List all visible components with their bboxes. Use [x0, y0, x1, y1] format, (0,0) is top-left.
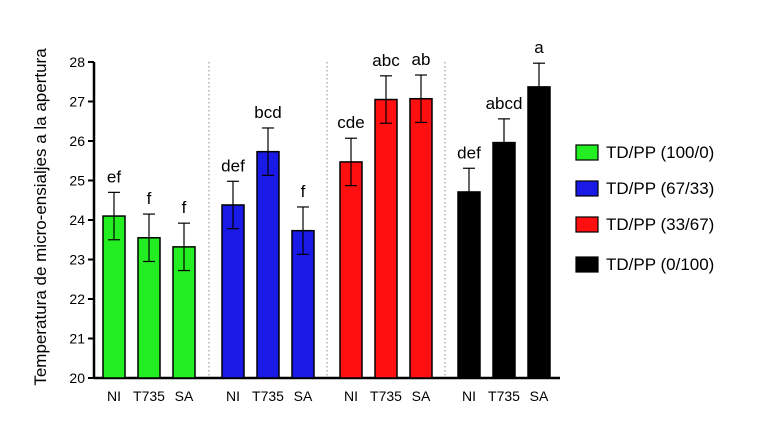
- significance-letter: abcd: [486, 94, 523, 113]
- x-tick-label: T735: [133, 388, 165, 404]
- x-tick-label: T735: [252, 388, 284, 404]
- bar: [409, 97, 433, 379]
- y-tick-label: 25: [69, 173, 85, 189]
- x-tick-label: NI: [226, 388, 240, 404]
- bar: [457, 191, 481, 379]
- y-tick-label: 22: [69, 291, 85, 307]
- error-bar: [178, 222, 190, 272]
- legend-swatch: [575, 144, 599, 161]
- legend-swatch: [575, 216, 599, 233]
- legend: TD/PP (100/0) TD/PP (67/33) TD/PP (33/67) T…: [575, 143, 714, 274]
- x-tick-label: NI: [107, 388, 121, 404]
- significance-letter: cde: [337, 113, 364, 132]
- legend-swatch: [575, 180, 599, 197]
- significance-letter: f: [147, 189, 152, 208]
- significance-letter: def: [221, 156, 245, 175]
- significance-letter: f: [301, 182, 306, 201]
- y-tick-label: 20: [69, 370, 85, 386]
- x-tick-label: T735: [370, 388, 402, 404]
- bar: [221, 204, 245, 379]
- x-tick-label: SA: [175, 388, 194, 404]
- y-tick-label: 21: [69, 331, 85, 347]
- significance-letters: ef f f def bcd f cde abc ab def abcd a: [107, 38, 544, 217]
- legend-item: TD/PP (100/0): [575, 143, 714, 162]
- error-bar: [262, 127, 274, 176]
- bar: [527, 86, 551, 379]
- significance-letter: f: [182, 198, 187, 217]
- x-tick-labels: NI T735 SA NI T735 SA NI T735 SA NI T735 SA: [107, 388, 549, 404]
- bar: [374, 98, 398, 379]
- error-bar: [463, 167, 475, 217]
- bar: [492, 141, 516, 379]
- legend-label: TD/PP (67/33): [606, 179, 714, 198]
- error-bars: [108, 62, 545, 272]
- bars: [102, 86, 551, 379]
- y-axis-label: Temperatura de micro-ensialjes a la aper…: [31, 48, 50, 386]
- error-bar: [143, 213, 155, 263]
- error-bar: [380, 75, 392, 124]
- x-tick-label: SA: [294, 388, 313, 404]
- y-tick-label: 24: [69, 212, 85, 228]
- legend-label: TD/PP (33/67): [606, 215, 714, 234]
- x-tick-label: T735: [488, 388, 520, 404]
- legend-label: TD/PP (100/0): [606, 143, 714, 162]
- y-tick-label: 28: [69, 54, 85, 70]
- error-bar: [415, 74, 427, 124]
- x-tick-label: SA: [530, 388, 549, 404]
- y-ticks: 20 21 22 23 24 25 26 27 28: [69, 54, 94, 386]
- significance-letter: ab: [412, 50, 431, 69]
- legend-item: TD/PP (0/100): [575, 255, 714, 274]
- error-bar: [345, 137, 357, 187]
- significance-letter: a: [534, 38, 544, 57]
- group-separators: [208, 62, 446, 378]
- error-bar: [533, 62, 545, 112]
- legend-item: TD/PP (67/33): [575, 179, 714, 198]
- error-bar: [498, 118, 510, 167]
- error-bar: [297, 206, 309, 255]
- error-bar: [108, 191, 120, 241]
- y-tick-label: 26: [69, 133, 85, 149]
- significance-letter: def: [457, 143, 481, 162]
- x-tick-label: NI: [344, 388, 358, 404]
- y-tick-label: 23: [69, 252, 85, 268]
- legend-item: TD/PP (33/67): [575, 215, 714, 234]
- y-tick-label: 27: [69, 94, 85, 110]
- significance-letter: ef: [107, 167, 121, 186]
- significance-letter: bcd: [254, 103, 281, 122]
- legend-label: TD/PP (0/100): [606, 255, 714, 274]
- x-tick-label: SA: [412, 388, 431, 404]
- legend-swatch: [575, 256, 599, 273]
- bar: [339, 161, 363, 379]
- x-tick-label: NI: [462, 388, 476, 404]
- significance-letter: abc: [372, 51, 400, 70]
- bar: [256, 150, 280, 379]
- error-bar: [227, 180, 239, 230]
